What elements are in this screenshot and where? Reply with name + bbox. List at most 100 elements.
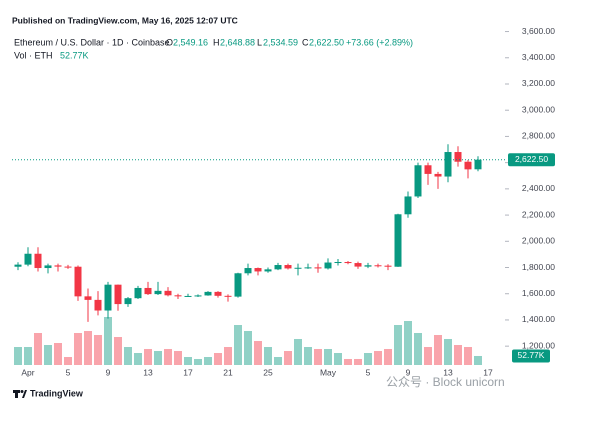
volume-bar bbox=[464, 346, 472, 365]
published-note: Published on TradingView.com, May 16, 20… bbox=[12, 15, 238, 25]
volume-bar bbox=[284, 351, 292, 365]
candle-body bbox=[104, 284, 112, 311]
x-tick-label: May bbox=[320, 367, 337, 377]
volume-bar bbox=[234, 325, 242, 365]
volume-bar bbox=[164, 348, 172, 365]
chart-title: Ethereum / U.S. Dollar · 1D · Coinbase bbox=[14, 37, 170, 47]
volume-bar bbox=[134, 353, 142, 365]
legend-label: H bbox=[213, 37, 220, 47]
last-price-box bbox=[508, 153, 555, 167]
volume-bar bbox=[114, 336, 122, 365]
candle-body bbox=[144, 287, 152, 295]
volume-bar bbox=[364, 353, 372, 365]
x-tick-label: 13 bbox=[443, 367, 453, 377]
y-tick-label: 1,400.00 bbox=[522, 314, 555, 324]
candle-body bbox=[324, 262, 332, 269]
candle-body bbox=[74, 266, 82, 297]
volume-bar bbox=[144, 348, 152, 365]
candle-body bbox=[444, 152, 452, 177]
candle-body bbox=[304, 267, 312, 269]
candle-body bbox=[374, 265, 382, 267]
y-tick-label: 1,600.00 bbox=[522, 288, 555, 298]
volume-bar bbox=[44, 345, 52, 365]
x-tick-label: 21 bbox=[223, 367, 233, 377]
candle-body bbox=[184, 295, 192, 297]
candle-body bbox=[34, 253, 42, 269]
volume-bar bbox=[14, 346, 22, 365]
candle-body bbox=[364, 265, 372, 267]
volume-bar bbox=[184, 356, 192, 365]
volume-bar bbox=[394, 325, 402, 365]
footer-brand: TradingView bbox=[30, 388, 84, 398]
candle-body bbox=[54, 265, 62, 267]
volume-bar bbox=[324, 348, 332, 365]
legend-label: C bbox=[302, 37, 309, 47]
volume-bar bbox=[124, 346, 132, 365]
candle-body bbox=[214, 291, 222, 296]
candle-body bbox=[414, 165, 422, 197]
x-tick-label: 13 bbox=[143, 367, 153, 377]
y-tick-label: 3,200.00 bbox=[522, 78, 555, 88]
volume-bar bbox=[384, 348, 392, 365]
candle-body bbox=[44, 265, 52, 269]
volume-bar bbox=[84, 331, 92, 365]
volume-label: 52.77K bbox=[518, 350, 545, 360]
legend-value: 2,534.59 bbox=[263, 37, 298, 47]
y-tick-label: 3,000.00 bbox=[522, 104, 555, 114]
legend-value: 2,648.88 bbox=[220, 37, 255, 47]
volume-bar bbox=[254, 341, 262, 365]
volume-label-box bbox=[512, 349, 550, 363]
volume-legend: Vol · ETH bbox=[14, 50, 53, 60]
y-tick-label: 2,800.00 bbox=[522, 131, 555, 141]
volume-bar bbox=[154, 351, 162, 365]
volume-bar bbox=[314, 348, 322, 365]
candle-body bbox=[474, 159, 482, 170]
volume-bar bbox=[64, 356, 72, 365]
candle-body bbox=[84, 296, 92, 300]
volume-legend-value: 52.77K bbox=[60, 50, 89, 60]
candle-body bbox=[434, 173, 442, 177]
candle-body bbox=[274, 265, 282, 270]
legend-label: O bbox=[166, 37, 173, 47]
legend-change: +73.66 (+2.89%) bbox=[346, 37, 413, 47]
candle-body bbox=[264, 269, 272, 272]
y-tick-label: 2,000.00 bbox=[522, 236, 555, 246]
volume-bar bbox=[74, 333, 82, 365]
legend-value: 2,622.50 bbox=[309, 37, 344, 47]
candle-body bbox=[124, 298, 132, 305]
x-tick-label: 25 bbox=[263, 367, 273, 377]
y-tick-label: 3,600.00 bbox=[522, 26, 555, 36]
candle-body bbox=[244, 268, 252, 274]
candle-body bbox=[224, 295, 232, 297]
candle-body bbox=[254, 268, 262, 272]
volume-bar bbox=[434, 335, 442, 365]
watermark: 公众号 · Block unicorn bbox=[386, 375, 505, 389]
candle-body bbox=[454, 152, 462, 162]
volume-bar bbox=[174, 351, 182, 365]
x-tick-label: 9 bbox=[106, 367, 111, 377]
volume-bar bbox=[354, 358, 362, 365]
footer-logo bbox=[13, 390, 27, 398]
candle-body bbox=[24, 253, 32, 265]
volume-bar bbox=[224, 346, 232, 365]
candle-body bbox=[154, 290, 162, 295]
candle-body bbox=[344, 262, 352, 264]
candle-body bbox=[14, 264, 22, 267]
volume-bar bbox=[104, 317, 112, 365]
candle-body bbox=[164, 290, 172, 296]
volume-bar bbox=[424, 346, 432, 365]
volume-bar bbox=[374, 351, 382, 365]
legend-value: 2,549.16 bbox=[173, 37, 208, 47]
x-tick-label: 9 bbox=[406, 367, 411, 377]
candle-body bbox=[64, 266, 72, 268]
candle-body bbox=[294, 267, 302, 269]
candle-body bbox=[204, 291, 212, 296]
candle-body bbox=[94, 299, 102, 311]
volume-bar bbox=[344, 358, 352, 365]
volume-bar bbox=[454, 345, 462, 365]
volume-bar bbox=[214, 353, 222, 365]
volume-bar bbox=[34, 333, 42, 365]
volume-bar bbox=[194, 358, 202, 365]
